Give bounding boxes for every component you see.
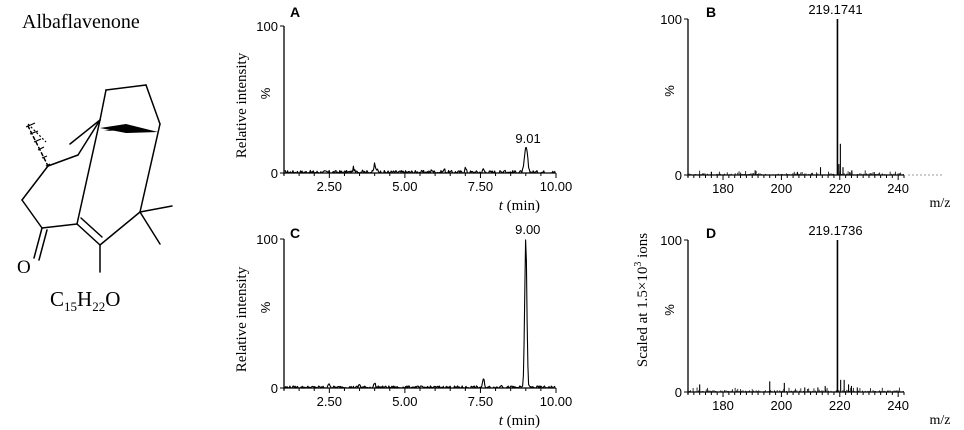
y-percent-label: % <box>258 87 273 99</box>
peak-label: 219.1736 <box>808 223 862 238</box>
x-axis-title: t (min) <box>499 198 540 214</box>
y-tick-label: 0 <box>271 381 278 396</box>
x-tick-label: 240 <box>887 398 909 413</box>
x-tick-label: 220 <box>829 398 851 413</box>
panel-letter: A <box>290 4 300 20</box>
x-tick-label: 180 <box>712 398 734 413</box>
y-tick-label: 0 <box>675 385 682 400</box>
y-tick-label: 100 <box>256 232 278 247</box>
x-tick-label: 7.50 <box>468 179 493 194</box>
molecular-formula: C15H22O <box>50 287 120 314</box>
y-tick-label: 0 <box>271 166 278 181</box>
shared-y-axis-label: Scaled at 1.5×103 ions <box>633 233 651 367</box>
x-axis-title: m/z <box>930 413 951 428</box>
x-tick-label: 2.50 <box>317 394 342 409</box>
compound-name: Albaflavenone <box>22 11 140 33</box>
y-tick-label: 100 <box>660 12 682 27</box>
y-tick-label: 100 <box>256 19 278 34</box>
oxygen-atom: O <box>17 257 31 278</box>
albaflavenone-structure: O <box>17 84 173 278</box>
chromatogram-trace <box>284 239 556 389</box>
x-tick-label: 220 <box>829 181 851 196</box>
x-tick-label: 200 <box>771 181 793 196</box>
x-tick-label: 240 <box>887 181 909 196</box>
x-tick-label: 10.00 <box>540 394 573 409</box>
x-tick-label: 7.50 <box>468 394 493 409</box>
x-tick-label: 5.00 <box>392 394 417 409</box>
panel-a: A 100 0 2.50 5.00 7.50 10.00% Relative intensit… <box>234 4 572 214</box>
x-axis-title: m/z <box>930 196 951 211</box>
panel-letter: B <box>706 4 716 20</box>
panel-c: C 100 0 2.50 5.00 7.50 10.00% Relative intensit… <box>234 222 572 429</box>
y-percent-label: % <box>662 85 677 97</box>
panel-d: D 100 0 180 200 220 240% 219.1736 m/z <box>660 223 950 428</box>
y-tick-label: 0 <box>675 168 682 183</box>
panel-letter: C <box>290 225 300 241</box>
y-axis-title: Relative intensity <box>234 52 250 158</box>
panel-letter: D <box>706 225 716 241</box>
peak-label: 9.01 <box>515 131 540 146</box>
x-tick-label: 180 <box>712 181 734 196</box>
y-percent-label: % <box>258 301 273 313</box>
y-axis-title: Relative intensity <box>234 266 250 372</box>
chromatogram-trace <box>284 147 556 174</box>
x-axis-title: t (min) <box>499 413 540 429</box>
peak-label: 219.1741 <box>808 2 862 17</box>
panel-b: B 100 0 180 200 220 240% 219.1741 m/z <box>660 2 950 211</box>
x-tick-label: 5.00 <box>392 179 417 194</box>
peak-label: 9.00 <box>515 222 540 237</box>
chart-panels: A 100 0 2.50 5.00 7.50 10.00% Relative intensit… <box>234 2 951 429</box>
x-tick-label: 200 <box>771 398 793 413</box>
y-tick-label: 100 <box>660 233 682 248</box>
y-percent-label: % <box>662 304 677 316</box>
x-tick-label: 10.00 <box>540 179 573 194</box>
molecule-section: Albaflavenone <box>17 11 173 314</box>
x-tick-label: 2.50 <box>317 179 342 194</box>
